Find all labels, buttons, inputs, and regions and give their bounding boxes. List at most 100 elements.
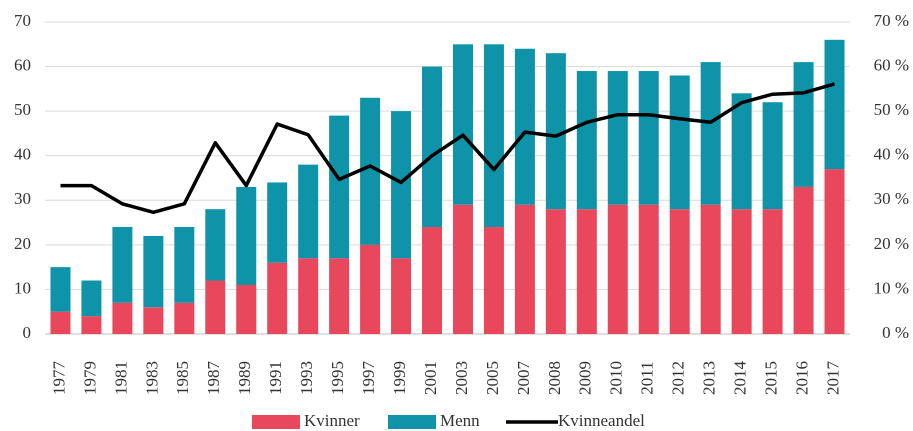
bar [793, 62, 814, 187]
bar [329, 115, 350, 259]
bar [731, 209, 752, 334]
bar [638, 204, 659, 334]
x-tick-label: 1977 [49, 361, 68, 396]
bar [576, 209, 597, 334]
bar [824, 39, 845, 170]
bar [545, 209, 566, 334]
x-tick-label: 2011 [638, 361, 657, 394]
bar [669, 209, 690, 334]
x-tick-label: 2007 [514, 361, 533, 396]
line [60, 82, 836, 215]
bar [329, 258, 350, 334]
bar [607, 204, 628, 334]
bar [452, 44, 473, 205]
y-tick-label: 0 [23, 323, 32, 342]
y2-tick-label: 20 % [874, 234, 909, 253]
legend-label: Menn [440, 411, 480, 430]
x-tick-label: 2017 [823, 361, 842, 396]
x-tick-label: 1991 [266, 361, 285, 395]
bar [824, 169, 845, 334]
bar [700, 204, 721, 334]
bar [174, 302, 195, 334]
bar [638, 71, 659, 205]
bar [360, 97, 381, 245]
x-tick-label: 2008 [545, 361, 564, 395]
y-tick-label: 60 [14, 55, 31, 74]
bar [81, 280, 102, 317]
x-tick-label: 2014 [731, 361, 750, 396]
bar [731, 93, 752, 210]
y2-tick-label: 40 % [874, 145, 909, 164]
bar [298, 258, 319, 334]
bar [174, 227, 195, 303]
x-tick-label: 2001 [421, 361, 440, 395]
legend-swatch [252, 415, 300, 429]
y-tick-label: 40 [14, 145, 31, 164]
y2-tick-label: 0 % [882, 323, 909, 342]
bar [236, 186, 257, 285]
bar [298, 164, 319, 259]
legend-label: Kvinner [304, 411, 360, 430]
bar [452, 204, 473, 334]
x-tick-label: 1985 [173, 361, 192, 395]
y-tick-label: 30 [14, 189, 31, 208]
x-tick-label: 1997 [359, 361, 378, 396]
bar [700, 62, 721, 205]
x-tick-label: 2009 [576, 361, 595, 395]
y2-tick-label: 30 % [874, 189, 909, 208]
bar [112, 227, 133, 303]
y-tick-label: 50 [14, 100, 31, 119]
x-tick-label: 1979 [80, 361, 99, 395]
x-tick-label: 1983 [142, 361, 161, 395]
y2-tick-label: 70 % [874, 11, 909, 30]
bar [514, 48, 535, 205]
y-tick-label: 10 [14, 278, 31, 297]
bar [267, 262, 288, 334]
bar [483, 44, 504, 228]
bar [236, 284, 257, 334]
bar [143, 235, 164, 308]
bar [514, 204, 535, 334]
x-tick-label: 1993 [297, 361, 316, 395]
legend-label: Kvinneandel [558, 411, 645, 430]
legend-swatch [388, 415, 436, 429]
bar [762, 102, 783, 210]
bar [483, 227, 504, 334]
bar [81, 316, 102, 334]
bar [607, 71, 628, 205]
x-tick-label: 1989 [235, 361, 254, 395]
bar [391, 258, 412, 334]
x-tick-label: 1999 [390, 361, 409, 395]
bar [50, 311, 71, 334]
bar [50, 267, 71, 312]
bar [143, 307, 164, 334]
x-tick-label: 1995 [328, 361, 347, 395]
x-tick-label: 2012 [669, 361, 688, 395]
x-tick-label: 2013 [700, 361, 719, 395]
x-tick-label: 2005 [483, 361, 502, 395]
bar [545, 53, 566, 210]
x-tick-label: 1987 [204, 361, 223, 396]
x-tick-label: 2003 [452, 361, 471, 395]
x-tick-label: 2015 [762, 361, 781, 395]
bar [360, 244, 381, 334]
y2-tick-label: 50 % [874, 100, 909, 119]
y-tick-label: 20 [14, 234, 31, 253]
bar [112, 302, 133, 334]
bar [205, 209, 226, 281]
bar [391, 111, 412, 259]
bar [762, 209, 783, 334]
bar [205, 280, 226, 334]
x-tick-label: 2010 [607, 361, 626, 395]
x-tick-label: 1981 [111, 361, 130, 395]
bar [793, 186, 814, 334]
y2-tick-label: 10 % [874, 278, 909, 297]
x-tick-label: 2016 [792, 361, 811, 395]
bar [267, 182, 288, 263]
bar [576, 71, 597, 210]
bar [422, 66, 443, 228]
bar [422, 227, 443, 334]
y2-tick-label: 60 % [874, 55, 909, 74]
y-tick-label: 70 [14, 11, 31, 30]
